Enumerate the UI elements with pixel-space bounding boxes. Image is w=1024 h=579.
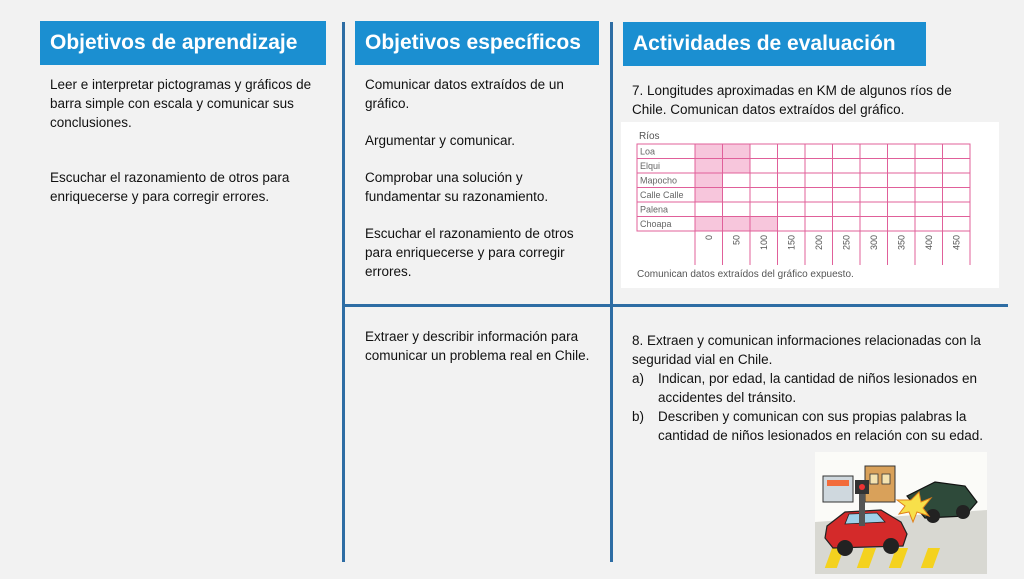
- rivers-chart-svg: Ríos Loa Elqui Mapocho Calle Calle Palena Choa…: [636, 131, 971, 280]
- chart-tick-label: 300: [869, 235, 879, 250]
- chart-category-label: Loa: [640, 147, 655, 157]
- chart-category-label: Mapocho: [640, 176, 677, 186]
- chart-tick-label: 200: [814, 235, 824, 250]
- chart-shaded-cell: [695, 187, 723, 202]
- specific-objective-1: Comunicar datos extraídos de un gráfico.: [365, 77, 564, 111]
- chart-tick-label: 150: [786, 235, 796, 250]
- learning-objectives-text: Leer e interpretar pictogramas y gráfico…: [50, 75, 315, 224]
- specific-objective-5-block: Extraer y describir información para com…: [365, 327, 590, 383]
- specific-objectives-text: Comunicar datos extraídos de un gráfico.…: [365, 75, 595, 299]
- car-crash-illustration: [792, 452, 987, 574]
- chart-tick-label: 450: [951, 235, 961, 250]
- activity-8-list: a) Indican, por edad, la cantidad de niñ…: [632, 369, 1012, 445]
- car-crash-svg: [792, 452, 987, 574]
- chart-category-label: Elqui: [640, 161, 660, 171]
- chart-tick-label: 100: [759, 235, 769, 250]
- header-learning-objectives: Objetivos de aprendizaje: [40, 21, 326, 65]
- chart-tick-label: 50: [731, 235, 741, 245]
- chart-tick-label: 350: [896, 235, 906, 250]
- chart-row: [636, 216, 971, 232]
- chart-shaded-cell: [695, 173, 723, 188]
- chart-row: [636, 143, 971, 159]
- activity-8-item-b: b) Describen y comunican con sus propias…: [632, 407, 1012, 445]
- header-specific-objectives: Objetivos específicos: [355, 21, 599, 65]
- item-text: Indican, por edad, la cantidad de niños …: [658, 371, 977, 405]
- item-text: Describen y comunican con sus propias pa…: [658, 409, 983, 443]
- chart-row: [636, 172, 971, 188]
- chart-category-label: Calle Calle: [640, 190, 684, 200]
- chart-row: [636, 201, 971, 217]
- divider-vertical-2: [610, 22, 613, 562]
- specific-objective-3: Comprobar una solución y fundamentar su …: [365, 170, 549, 204]
- specific-objective-2: Argumentar y comunicar.: [365, 133, 516, 148]
- activity-8: 8. Extraen y comunican informaciones rel…: [632, 331, 1012, 445]
- activity-8-item-a: a) Indican, por edad, la cantidad de niñ…: [632, 369, 1012, 407]
- chart-tick-label: 250: [841, 235, 851, 250]
- specific-objective-4: Escuchar el razonamiento de otros para e…: [365, 226, 574, 279]
- learning-objective-1: Leer e interpretar pictogramas y gráfico…: [50, 77, 312, 130]
- learning-objective-2: Escuchar el razonamiento de otros para e…: [50, 170, 290, 204]
- chart-title: Ríos: [639, 131, 660, 142]
- chart-row: [636, 158, 971, 174]
- divider-vertical-1: [342, 22, 345, 562]
- divider-horizontal: [344, 304, 1008, 307]
- chart-caption: Comunican datos extraídos del gráfico ex…: [637, 269, 854, 280]
- activity-7: 7. Longitudes aproximadas en KM de algun…: [632, 83, 952, 117]
- item-marker: a): [632, 371, 645, 386]
- chart-row: [636, 187, 971, 203]
- chart-category-label: Palena: [640, 205, 668, 215]
- chart-shaded-cell: [695, 216, 778, 231]
- chart-tick-label: 0: [704, 235, 714, 240]
- header-evaluation-activities: Actividades de evaluación: [623, 22, 926, 66]
- rivers-chart: Ríos Loa Elqui Mapocho Calle Calle Palena Choa…: [621, 122, 999, 288]
- chart-category-label: Choapa: [640, 219, 672, 229]
- chart-tick-label: 400: [924, 235, 934, 250]
- specific-objective-5: Extraer y describir información para com…: [365, 329, 590, 363]
- activity-8-intro: 8. Extraen y comunican informaciones rel…: [632, 333, 981, 367]
- item-marker: b): [632, 409, 645, 424]
